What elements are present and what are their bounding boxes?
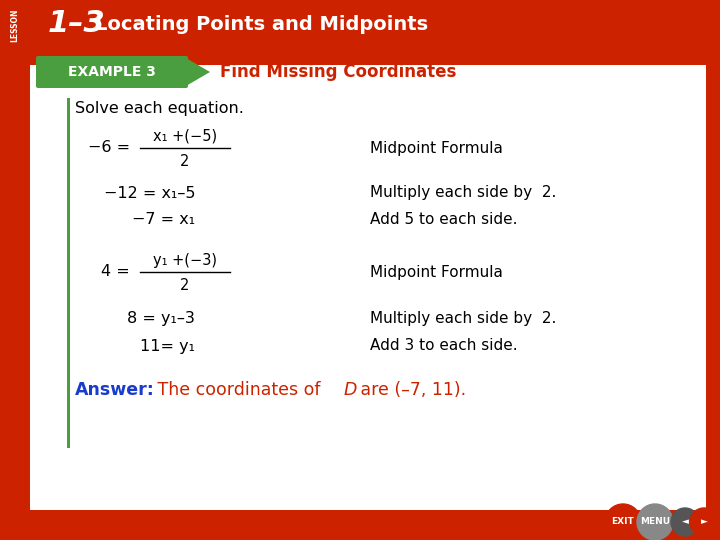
Text: LESSON: LESSON <box>11 8 19 42</box>
FancyBboxPatch shape <box>30 48 715 510</box>
FancyBboxPatch shape <box>0 0 30 540</box>
Text: Midpoint Formula: Midpoint Formula <box>370 265 503 280</box>
Text: 2: 2 <box>180 154 189 170</box>
FancyBboxPatch shape <box>25 30 720 65</box>
Text: 4 =: 4 = <box>102 265 130 280</box>
FancyBboxPatch shape <box>0 510 720 540</box>
Text: EXIT: EXIT <box>611 517 634 526</box>
Text: EXAMPLE 3: EXAMPLE 3 <box>68 65 156 79</box>
Text: −6 =: −6 = <box>88 140 130 156</box>
Text: Multiply each side by  2.: Multiply each side by 2. <box>370 186 557 200</box>
Text: Add 5 to each side.: Add 5 to each side. <box>370 213 518 227</box>
FancyBboxPatch shape <box>36 56 188 88</box>
Text: 1–3: 1–3 <box>48 10 106 38</box>
Text: Midpoint Formula: Midpoint Formula <box>370 140 503 156</box>
Polygon shape <box>186 58 210 86</box>
Text: 8 = y₁–3: 8 = y₁–3 <box>127 310 195 326</box>
Text: −12 = x₁–5: −12 = x₁–5 <box>104 186 195 200</box>
Text: x₁ +(−5): x₁ +(−5) <box>153 129 217 144</box>
Text: Solve each equation.: Solve each equation. <box>75 100 244 116</box>
Text: Locating Points and Midpoints: Locating Points and Midpoints <box>95 15 428 33</box>
Circle shape <box>637 504 673 540</box>
Text: Find Missing Coordinates: Find Missing Coordinates <box>220 63 456 81</box>
Text: D: D <box>344 381 357 399</box>
Text: MENU: MENU <box>640 517 670 526</box>
Circle shape <box>605 504 641 540</box>
Text: The coordinates of: The coordinates of <box>152 381 326 399</box>
Text: Multiply each side by  2.: Multiply each side by 2. <box>370 310 557 326</box>
Text: Answer:: Answer: <box>75 381 155 399</box>
Text: y₁ +(−3): y₁ +(−3) <box>153 253 217 267</box>
FancyBboxPatch shape <box>706 48 720 510</box>
Circle shape <box>690 508 718 536</box>
Text: 11= y₁: 11= y₁ <box>140 339 195 354</box>
FancyBboxPatch shape <box>0 0 720 48</box>
Text: are (–7, 11).: are (–7, 11). <box>355 381 466 399</box>
FancyBboxPatch shape <box>67 98 70 448</box>
Text: Add 3 to each side.: Add 3 to each side. <box>370 339 518 354</box>
Text: −7 = x₁: −7 = x₁ <box>132 213 195 227</box>
Text: ◄: ◄ <box>682 517 688 526</box>
Text: 2: 2 <box>180 279 189 294</box>
Circle shape <box>671 508 699 536</box>
Text: ►: ► <box>701 517 708 526</box>
